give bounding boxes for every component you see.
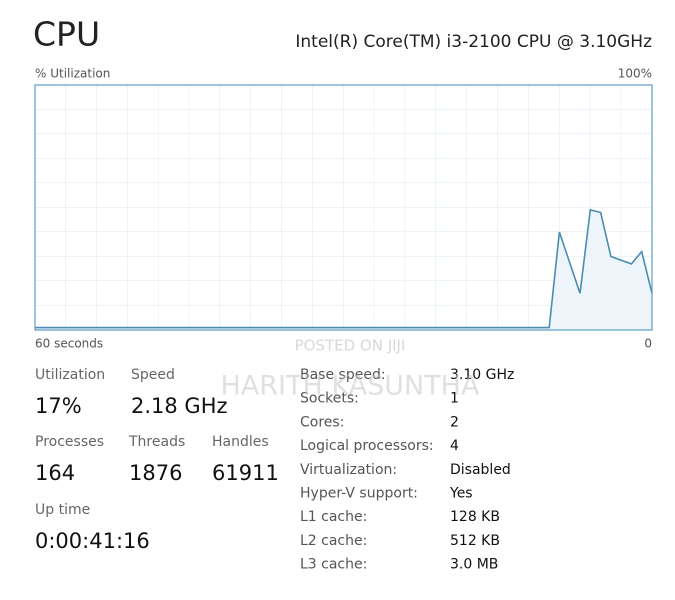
title: CPU (33, 15, 100, 54)
watermark: POSTED ON JIJI (295, 337, 406, 355)
spec-label: Hyper-V support: (300, 486, 418, 502)
spec-value: 4 (450, 438, 459, 454)
stat-value: 0:00:41:16 (35, 529, 150, 553)
stat-label: Speed (131, 367, 175, 383)
spec-value: 512 KB (450, 533, 500, 549)
utilization-area (35, 209, 652, 330)
spec-label: Logical processors: (300, 438, 434, 454)
x-tick-label: 0 (644, 337, 652, 351)
spec-value: 3.10 GHz (450, 367, 514, 383)
spec-label: L3 cache: (300, 557, 367, 573)
spec-label: L1 cache: (300, 509, 367, 525)
stat-label: Handles (212, 434, 269, 450)
stat-value: 17% (35, 394, 82, 418)
spec-value: Disabled (450, 462, 511, 478)
spec-value: 2 (450, 414, 459, 430)
stat-label: Threads (128, 434, 185, 450)
y-tick-label: 100% (618, 67, 652, 81)
chart-border (34, 84, 653, 331)
spec-label: Sockets: (300, 391, 359, 407)
stat-label: Up time (35, 502, 90, 518)
spec-label: Base speed: (300, 367, 386, 383)
stat-value: 1876 (129, 461, 182, 485)
stat-value: 164 (35, 461, 75, 485)
grid (35, 85, 652, 330)
watermark: HARITH KASUNTHA (221, 371, 480, 402)
spec-label: Virtualization: (300, 462, 397, 478)
spec-label: Cores: (300, 414, 344, 430)
spec-value: 3.0 MB (450, 557, 498, 573)
y-axis-label: % Utilization (35, 67, 110, 81)
stat-value: 61911 (212, 461, 279, 485)
stat-label: Processes (35, 434, 104, 450)
stat-label: Utilization (35, 367, 105, 383)
spec-value: 128 KB (450, 509, 500, 525)
stat-value: 2.18 GHz (131, 394, 228, 418)
utilization-line (35, 208, 653, 329)
processor-name: Intel(R) Core(TM) i3-2100 CPU @ 3.10GHz (295, 32, 652, 52)
spec-value: 1 (450, 391, 459, 407)
spec-label: L2 cache: (300, 533, 367, 549)
x-tick-label: 60 seconds (35, 337, 103, 351)
spec-value: Yes (449, 486, 473, 502)
